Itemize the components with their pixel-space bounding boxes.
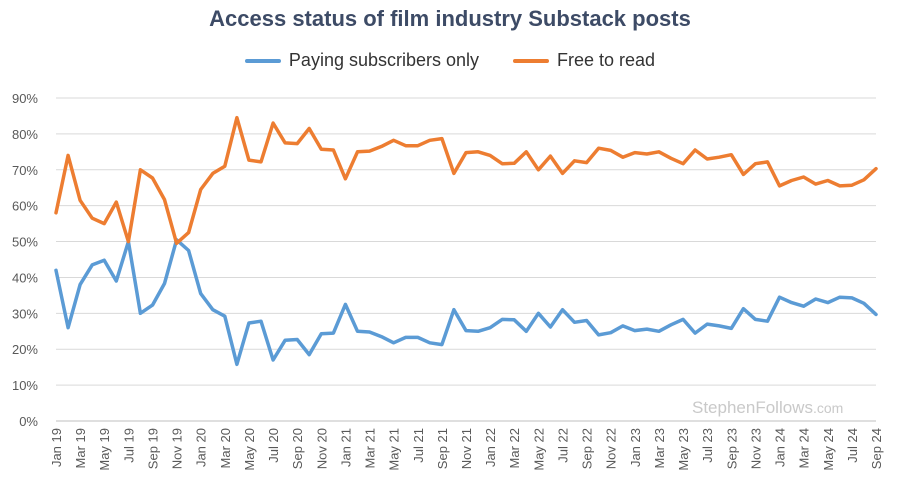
legend-label-paying: Paying subscribers only xyxy=(288,50,480,70)
x-tick-label: Jul 24 xyxy=(845,428,860,463)
y-tick-label: 20% xyxy=(12,342,38,357)
x-tick-label: Nov 22 xyxy=(604,428,619,469)
x-tick-label: Jul 23 xyxy=(700,428,715,463)
x-tick-label: May 20 xyxy=(242,428,257,471)
x-tick-label: Sep 20 xyxy=(290,428,305,469)
x-tick-label: May 24 xyxy=(821,428,836,471)
legend-swatch-free xyxy=(513,58,550,63)
legend-swatch-paying xyxy=(244,58,281,63)
x-tick-label: Jul 20 xyxy=(266,428,281,463)
y-tick-label: 60% xyxy=(12,199,38,214)
x-tick-label: Jan 24 xyxy=(773,428,788,467)
y-tick-label: 40% xyxy=(12,270,38,285)
x-tick-label: Sep 22 xyxy=(580,428,595,469)
chart-title: Access status of film industry Substack … xyxy=(209,6,691,31)
x-tick-label: May 22 xyxy=(531,428,546,471)
x-tick-label: Mar 20 xyxy=(218,428,233,468)
x-tick-label: Mar 21 xyxy=(363,428,378,468)
watermark-main: StephenFollows xyxy=(692,398,813,417)
x-tick-label: Jan 20 xyxy=(194,428,209,467)
x-tick-label: Mar 19 xyxy=(73,428,88,468)
y-tick-label: 50% xyxy=(12,235,38,250)
y-tick-label: 30% xyxy=(12,306,38,321)
y-tick-label: 70% xyxy=(12,163,38,178)
x-tick-label: Jan 22 xyxy=(483,428,498,467)
series-line-paying xyxy=(54,238,878,367)
y-tick-label: 10% xyxy=(12,378,38,393)
x-tick-label: Jan 21 xyxy=(338,428,353,467)
x-tick-label: Jul 22 xyxy=(555,428,570,463)
x-tick-label: Sep 19 xyxy=(145,428,160,469)
watermark-suffix: .com xyxy=(812,400,844,416)
legend-label-free: Free to read xyxy=(557,50,656,70)
y-tick-label: 80% xyxy=(12,127,38,142)
x-tick-label: May 21 xyxy=(387,428,402,471)
x-tick-label: May 23 xyxy=(676,428,691,471)
x-tick-label: Jul 21 xyxy=(411,428,426,463)
x-tick-label: Mar 22 xyxy=(507,428,522,468)
y-tick-label: 90% xyxy=(12,91,38,106)
x-tick-label: Sep 23 xyxy=(724,428,739,469)
x-tick-label: Jan 19 xyxy=(49,428,64,467)
x-tick-label: Jul 19 xyxy=(121,428,136,463)
watermark: StephenFollows.com xyxy=(692,398,843,418)
x-tick-label: Nov 21 xyxy=(459,428,474,469)
x-tick-label: Sep 21 xyxy=(435,428,450,469)
y-tick-label: 0% xyxy=(19,414,38,429)
series-line-free xyxy=(54,115,878,246)
legend-item-free: Free to read xyxy=(513,50,655,71)
x-tick-label: Nov 23 xyxy=(748,428,763,469)
legend-item-paying: Paying subscribers only xyxy=(244,50,480,71)
x-tick-label: Jan 23 xyxy=(628,428,643,467)
x-tick-label: Nov 19 xyxy=(170,428,185,469)
x-tick-label: Mar 23 xyxy=(652,428,667,468)
x-tick-label: Nov 20 xyxy=(314,428,329,469)
x-tick-label: Sep 24 xyxy=(869,428,884,469)
x-tick-label: May 19 xyxy=(97,428,112,471)
x-tick-label: Mar 24 xyxy=(797,428,812,468)
legend: Paying subscribers only Free to read xyxy=(0,50,900,71)
